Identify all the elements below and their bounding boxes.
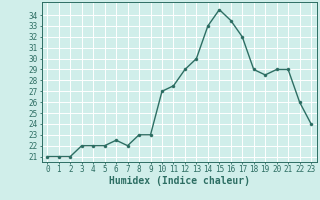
- X-axis label: Humidex (Indice chaleur): Humidex (Indice chaleur): [109, 176, 250, 186]
